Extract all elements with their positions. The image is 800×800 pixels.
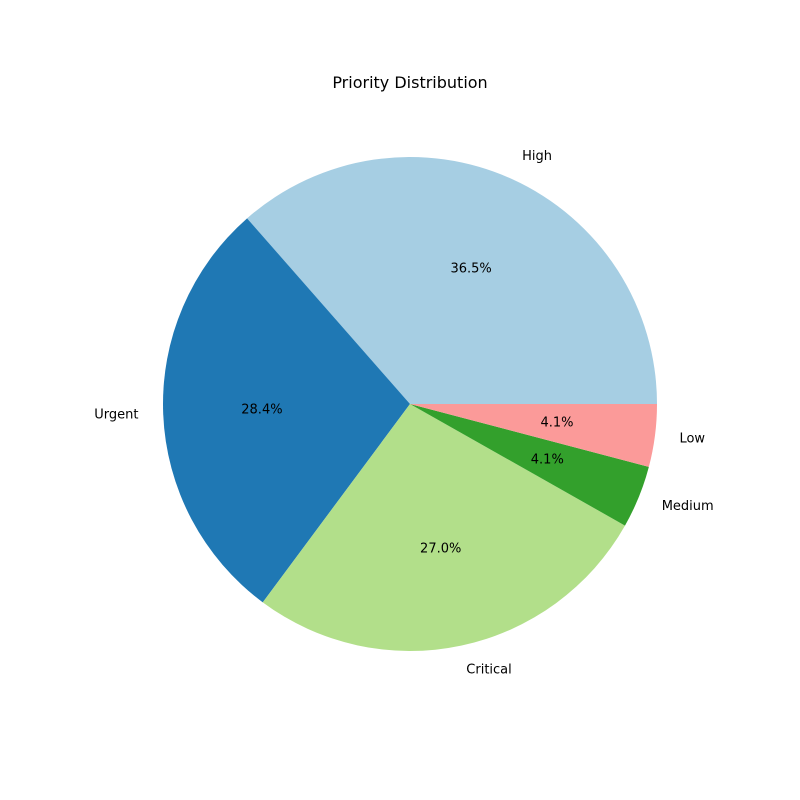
slice-label-urgent: Urgent: [94, 408, 138, 423]
pie-slice-medium: [410, 404, 649, 526]
pie-slice-low: [410, 404, 657, 467]
percent-label-high: 36.5%: [450, 262, 491, 277]
percent-label-medium: 4.1%: [531, 452, 564, 467]
slice-label-low: Low: [679, 431, 705, 446]
pie-slice-high: [247, 157, 658, 404]
slice-label-high: High: [522, 149, 552, 164]
pie-slice-critical: [262, 404, 625, 651]
percent-label-urgent: 28.4%: [241, 403, 282, 418]
pie-slice-urgent: [163, 218, 410, 603]
slice-label-critical: Critical: [466, 662, 511, 677]
percent-label-critical: 27.0%: [420, 541, 461, 556]
percent-label-low: 4.1%: [540, 416, 573, 431]
slice-label-medium: Medium: [662, 499, 714, 514]
pie-slices: [163, 157, 658, 651]
pie-labels: High 36.5% Urgent 28.4% Critical 27.0% Medium 4…: [94, 149, 713, 677]
chart-title: Priority Distribution: [332, 73, 487, 92]
